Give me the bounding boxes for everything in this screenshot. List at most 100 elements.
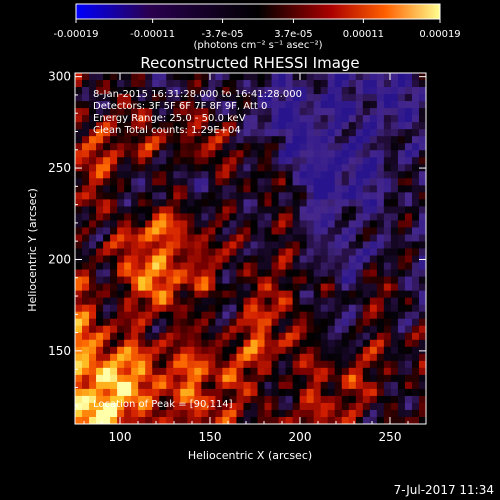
heatmap-cell [243, 262, 251, 271]
heatmap-cell [418, 87, 427, 95]
heatmap-cell [313, 262, 322, 271]
heatmap-cell [299, 73, 308, 81]
heatmap-cell [404, 388, 413, 397]
heatmap-cell [201, 381, 209, 390]
heatmap-cell [320, 374, 329, 383]
heatmap-cell [320, 332, 329, 341]
heatmap-cell [376, 311, 385, 320]
heatmap-cell [264, 311, 273, 320]
x-tick-label: 100 [109, 430, 132, 444]
heatmap-cell [145, 290, 153, 299]
heatmap-cell [285, 318, 294, 327]
heatmap-cell [397, 115, 406, 123]
heatmap-cell [173, 332, 181, 341]
heatmap-cell [341, 276, 350, 285]
heatmap-cell [306, 381, 315, 390]
heatmap-cell [362, 94, 371, 102]
heatmap-cell [383, 150, 392, 158]
heatmap-cell [222, 185, 230, 193]
heatmap-cell [124, 87, 132, 95]
heatmap-cell [194, 94, 202, 102]
heatmap-cell [89, 360, 97, 369]
heatmap-cell [194, 136, 202, 144]
heatmap-cell [82, 122, 90, 130]
heatmap-cell [103, 234, 111, 242]
heatmap-cell [117, 360, 125, 369]
heatmap-cell [215, 234, 223, 242]
heatmap-cell [348, 73, 357, 81]
heatmap-cell [369, 94, 378, 102]
heatmap-cell [418, 262, 427, 271]
heatmap-cell [110, 353, 118, 362]
heatmap-cell [131, 73, 139, 81]
heatmap-cell [285, 185, 294, 193]
heatmap-cell [271, 171, 280, 179]
heatmap-cell [236, 206, 244, 214]
heatmap-cell [208, 164, 216, 172]
heatmap-cell [229, 304, 237, 313]
heatmap-cell [82, 332, 90, 341]
heatmap-cell [89, 80, 97, 88]
heatmap-cell [257, 115, 266, 123]
heatmap-cell [138, 94, 146, 102]
heatmap-cell [264, 213, 273, 221]
heatmap-cell [376, 416, 385, 425]
heatmap-cell [110, 381, 118, 390]
heatmap-cell [292, 297, 301, 306]
heatmap-cell [299, 108, 308, 116]
heatmap-cell [292, 409, 301, 418]
heatmap-cell [243, 115, 251, 123]
heatmap-cell [82, 381, 90, 390]
heatmap-cell [243, 402, 251, 411]
heatmap-cell [124, 381, 132, 390]
heatmap-cell [306, 360, 315, 369]
heatmap-cell [124, 339, 132, 348]
heatmap-cell [327, 171, 336, 179]
heatmap-cell [320, 241, 329, 249]
heatmap-cell [222, 178, 230, 186]
heatmap-cell [124, 409, 132, 418]
heatmap-cell [145, 220, 153, 228]
heatmap-cell [292, 283, 301, 292]
heatmap-cell [152, 388, 160, 397]
heatmap-cell [257, 381, 266, 390]
heatmap-cell [292, 143, 301, 151]
heatmap-cell [341, 374, 350, 383]
heatmap-cell [89, 255, 97, 264]
heatmap-cell [334, 248, 343, 257]
heatmap-cell [194, 367, 202, 376]
heatmap-cell [348, 367, 357, 376]
heatmap-cell [390, 171, 399, 179]
heatmap-cell [299, 80, 308, 88]
heatmap-cell [397, 171, 406, 179]
heatmap-cell [208, 360, 216, 369]
heatmap-cell [159, 80, 167, 88]
heatmap-cell [180, 339, 188, 348]
heatmap-cell [264, 87, 273, 95]
heatmap-cell [285, 283, 294, 292]
heatmap-cell [264, 304, 273, 313]
heatmap-cell [131, 185, 139, 193]
heatmap-cell [348, 339, 357, 348]
heatmap-cell [222, 255, 230, 264]
heatmap-cell [103, 150, 111, 158]
heatmap-cell [292, 192, 301, 200]
heatmap-cell [117, 80, 125, 88]
heatmap-cell [418, 171, 427, 179]
heatmap-cell [187, 94, 195, 102]
heatmap-cell [187, 339, 195, 348]
heatmap-cell [404, 206, 413, 214]
heatmap-cell [250, 164, 259, 172]
heatmap-cell [75, 220, 83, 228]
heatmap-cell [145, 409, 153, 418]
heatmap-cell [369, 164, 378, 172]
heatmap-cell [145, 199, 153, 207]
heatmap-cell [334, 262, 343, 271]
heatmap-cell [110, 374, 118, 383]
heatmap-cell [376, 234, 385, 242]
heatmap-cell [187, 395, 195, 404]
heatmap-cell [327, 234, 336, 242]
heatmap-cell [82, 409, 90, 418]
heatmap-cell [187, 325, 195, 334]
heatmap-cell [299, 339, 308, 348]
